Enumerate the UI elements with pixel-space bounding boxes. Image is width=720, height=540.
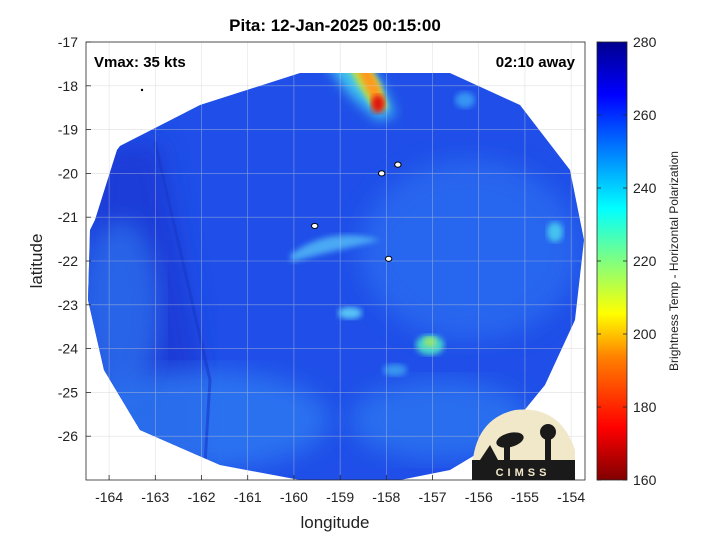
x-tick-label: -164 bbox=[95, 489, 123, 505]
colorbar-ticks: 160 180 200 220 240 260 280 bbox=[597, 34, 657, 488]
island-outline bbox=[394, 161, 402, 168]
time-away-annotation: 02:10 away bbox=[496, 54, 576, 71]
convection-northeast bbox=[455, 92, 475, 108]
y-tick-label: -25 bbox=[58, 384, 78, 400]
island-outline bbox=[384, 255, 393, 262]
island-outline bbox=[378, 170, 386, 177]
dish-stand-icon bbox=[504, 442, 510, 460]
satellite-dish-icon bbox=[496, 432, 524, 448]
y-tick-label: -26 bbox=[58, 428, 78, 444]
cimss-logo: CIMSS bbox=[471, 409, 575, 480]
y-tick-label: -22 bbox=[58, 253, 78, 269]
swath-seam bbox=[153, 141, 212, 480]
colorbar-tick-label: 200 bbox=[633, 326, 657, 342]
x-tick-label: -155 bbox=[511, 489, 539, 505]
colorbar-tick-label: 220 bbox=[633, 253, 657, 269]
chart-title: Pita: 12-Jan-2025 00:15:00 bbox=[229, 16, 441, 35]
x-tick-label: -154 bbox=[557, 489, 585, 505]
colorbar-tick-label: 240 bbox=[633, 180, 657, 196]
light-east-region bbox=[360, 160, 580, 340]
swath-field bbox=[88, 73, 584, 480]
island-outlines bbox=[311, 161, 402, 262]
colorbar-tick-label: 280 bbox=[633, 34, 657, 50]
x-tick-label: -156 bbox=[465, 489, 493, 505]
vmax-annotation: Vmax: 35 kts bbox=[94, 54, 186, 71]
y-tick-label: -17 bbox=[58, 34, 78, 50]
x-tick-label: -162 bbox=[187, 489, 215, 505]
x-tick-label: -158 bbox=[372, 489, 400, 505]
y-axis-label: latitude bbox=[27, 234, 46, 289]
y-tick-label: -20 bbox=[58, 165, 78, 181]
y-tick-label: -19 bbox=[58, 122, 78, 138]
y-axis: -17 -18 -19 -20 -21 -22 -23 -24 -25 -26 bbox=[58, 34, 91, 444]
x-axis-label: longitude bbox=[300, 513, 369, 532]
cold-band-core bbox=[371, 95, 385, 113]
grid-lines bbox=[86, 41, 585, 480]
x-tick-label: -160 bbox=[280, 489, 308, 505]
colorbar-tick-label: 180 bbox=[633, 399, 657, 415]
y-tick-label: -21 bbox=[58, 209, 78, 225]
y-tick-label: -18 bbox=[58, 78, 78, 94]
x-tick-label: -159 bbox=[326, 489, 354, 505]
y-tick-label: -23 bbox=[58, 297, 78, 313]
convection-south bbox=[338, 307, 362, 319]
tower-stand-icon bbox=[545, 438, 551, 460]
x-tick-label: -161 bbox=[234, 489, 262, 505]
x-tick-label: -163 bbox=[141, 489, 169, 505]
y-tick-label: -24 bbox=[58, 341, 78, 357]
convection-far-east bbox=[547, 222, 563, 242]
colorbar bbox=[596, 41, 628, 481]
inner-curl-band bbox=[290, 235, 380, 262]
convection-east-core bbox=[424, 337, 436, 347]
island-dot bbox=[140, 88, 144, 92]
x-tick-label: -157 bbox=[419, 489, 447, 505]
island-outline bbox=[311, 222, 319, 230]
logo-text: CIMSS bbox=[496, 467, 551, 479]
colorbar-label: Brightness Temp - Horizontal Polarizatio… bbox=[667, 151, 681, 371]
colorbar-tick-label: 160 bbox=[633, 472, 657, 488]
building-icon bbox=[480, 445, 498, 460]
x-axis: -164 -163 -162 -161 -160 -159 -158 -157 -156 -155… bbox=[95, 475, 585, 505]
convection-east-2 bbox=[383, 364, 407, 376]
colorbar-tick-label: 260 bbox=[633, 107, 657, 123]
water-tower-icon bbox=[540, 424, 556, 440]
cold-band-inner bbox=[350, 73, 383, 104]
logo-base bbox=[472, 460, 575, 480]
